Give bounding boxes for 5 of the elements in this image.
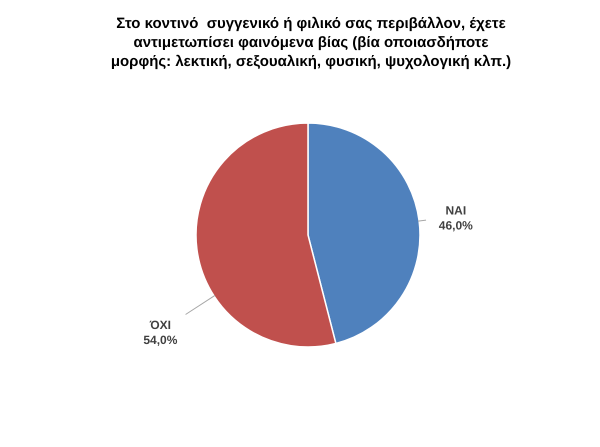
slice-label: ΌΧΙ xyxy=(148,318,172,332)
slice-label: ΝΑΙ xyxy=(445,203,466,218)
data-label: 46,0% xyxy=(438,218,474,232)
chart-title: Στο κοντινό συγγενικό ή φιλικό σας περιβάλλον, έχετε αντιμετωπίσει φαινόμενα βίας (βία οποιασδήποτε μορφής: λεκτική, σεξουαλική, φυσική, ψυχολογική κλπ.) xyxy=(110,15,512,70)
data-label: 54,0% xyxy=(143,332,178,347)
